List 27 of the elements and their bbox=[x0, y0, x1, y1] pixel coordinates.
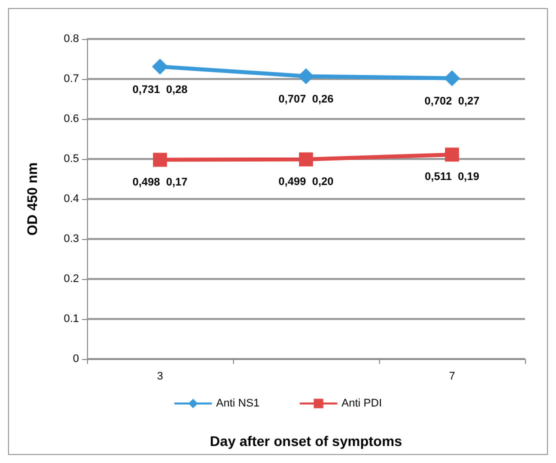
y-tick-label: 0.2 bbox=[64, 273, 79, 285]
y-tick-label: 0 bbox=[72, 353, 79, 365]
x-tick-label: 7 bbox=[448, 370, 456, 382]
point bbox=[444, 70, 460, 86]
y-tick-label: 0.7 bbox=[64, 73, 79, 85]
y-tick-label: 0.5 bbox=[64, 153, 79, 165]
point bbox=[153, 152, 167, 167]
y-tick-label: 0.6 bbox=[64, 113, 79, 125]
legend-label: Anti NS1 bbox=[216, 398, 260, 410]
data-label: 0,707 0,26 bbox=[278, 94, 334, 106]
point bbox=[445, 148, 459, 162]
data-label: 0,511 0,19 bbox=[424, 171, 480, 184]
point bbox=[298, 68, 314, 84]
point bbox=[299, 152, 313, 166]
point bbox=[152, 58, 168, 75]
y-tick-label: 0.3 bbox=[64, 233, 79, 245]
x-axis-title: Day after onset of symptoms bbox=[210, 433, 402, 449]
y-tick-label: 0.4 bbox=[64, 193, 79, 205]
y-tick-label: 0.1 bbox=[64, 313, 79, 325]
legend-label: Anti PDI bbox=[342, 398, 382, 410]
data-label: 0,499 0,20 bbox=[278, 176, 334, 188]
data-label: 0,731 0,28 bbox=[132, 84, 188, 96]
y-axis-title: OD 450 nm bbox=[24, 162, 40, 236]
data-label: 0,702 0,27 bbox=[424, 96, 480, 108]
data-label: 0,498 0,17 bbox=[132, 176, 188, 188]
y-tick-label: 0.8 bbox=[64, 33, 79, 45]
x-tick-label: 3 bbox=[156, 370, 164, 382]
